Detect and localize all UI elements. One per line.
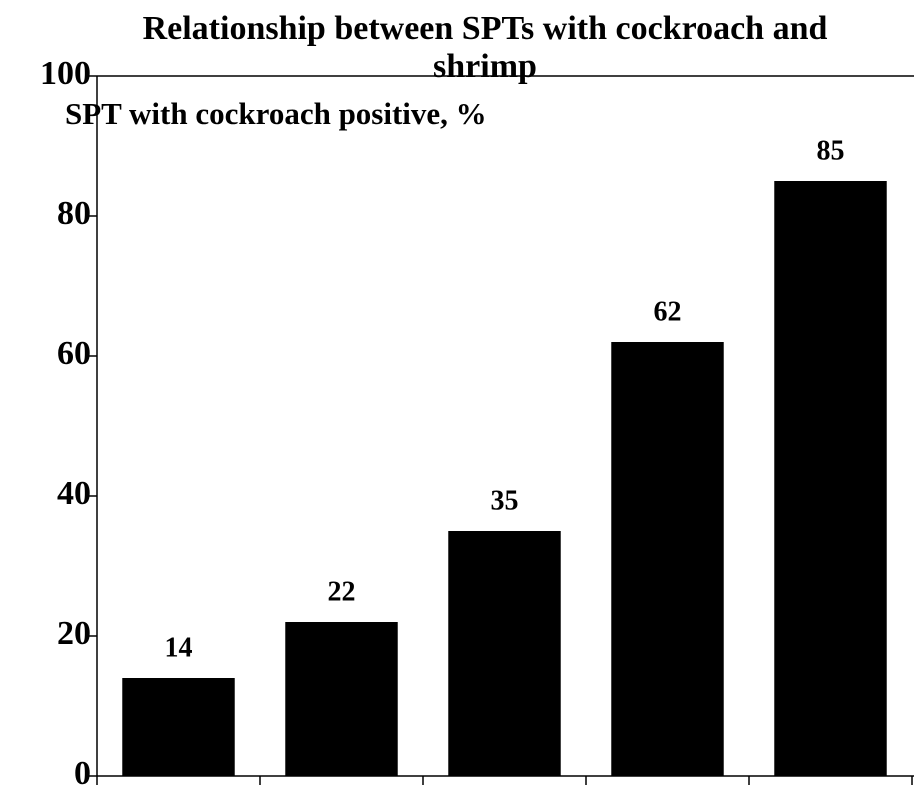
data-label: 14 — [165, 632, 193, 663]
y-axis-label: SPT with cockroach positive, % — [65, 96, 487, 131]
y-tick-label: 60 — [57, 335, 91, 372]
y-tick-label: 40 — [57, 475, 91, 512]
data-label: 62 — [654, 296, 682, 327]
bar — [611, 342, 724, 776]
bar — [285, 622, 398, 776]
chart-title: Relationship between SPTs with cockroach… — [142, 10, 828, 85]
bar — [774, 181, 887, 776]
y-tick-label: 100 — [40, 55, 91, 92]
y-tick-label: 0 — [74, 755, 91, 785]
y-tick-label: 20 — [57, 615, 91, 652]
data-label: 35 — [491, 485, 519, 516]
data-label: 85 — [817, 135, 845, 166]
bar — [448, 531, 561, 776]
data-label: 22 — [328, 576, 356, 607]
bar — [122, 678, 235, 776]
y-tick-label: 80 — [57, 195, 91, 232]
